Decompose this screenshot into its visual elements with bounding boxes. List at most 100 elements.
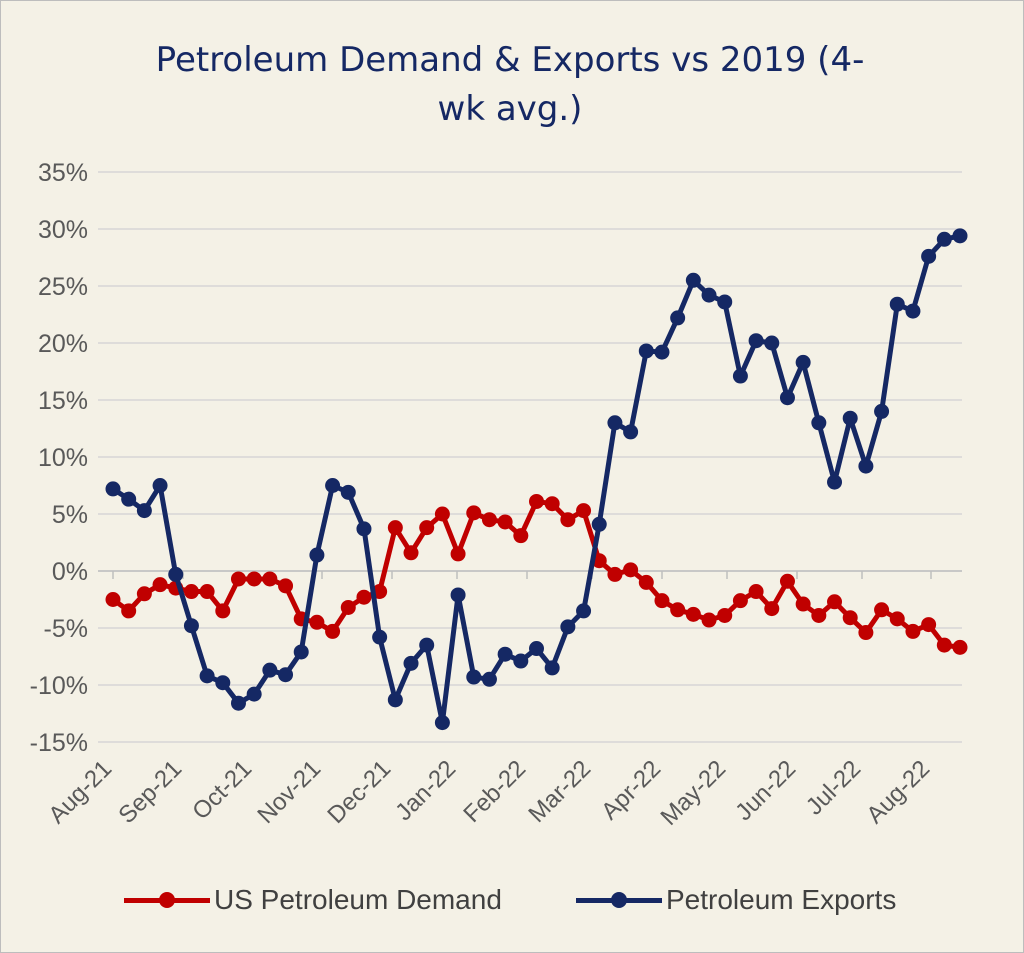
y-tick-label: 35% [38, 159, 88, 187]
legend-label-demand: US Petroleum Demand [214, 884, 502, 915]
data-point-demand [685, 606, 701, 622]
y-tick-label: -15% [30, 729, 88, 757]
data-point-demand [560, 512, 576, 528]
data-point-exports [450, 587, 466, 603]
data-point-demand [466, 505, 482, 521]
data-point-exports [230, 695, 246, 711]
data-point-exports [215, 675, 231, 691]
data-point-exports [293, 644, 309, 660]
data-point-demand [262, 571, 278, 587]
data-point-demand [481, 512, 497, 528]
data-point-exports [529, 641, 544, 657]
data-point-demand [905, 623, 921, 639]
data-point-exports [952, 228, 968, 244]
data-point-exports [921, 248, 937, 264]
legend-marker-exports [611, 892, 627, 908]
data-point-exports [936, 231, 952, 247]
data-point-demand [623, 562, 639, 578]
legend-swatch-demand [124, 880, 210, 920]
data-point-demand [607, 566, 623, 582]
data-point-exports [795, 354, 811, 370]
data-point-exports [560, 619, 576, 635]
data-point-exports [701, 287, 717, 303]
data-point-exports [685, 272, 701, 288]
data-point-exports [764, 335, 780, 351]
data-point-demand [764, 601, 780, 617]
data-point-exports [136, 503, 152, 519]
data-point-exports [889, 296, 905, 312]
data-point-exports [403, 655, 419, 671]
y-tick-label: -10% [30, 672, 88, 700]
data-point-demand [152, 577, 168, 593]
data-point-demand [544, 496, 560, 512]
data-point-exports [717, 294, 733, 310]
x-tick-label: Oct-21 [187, 755, 257, 825]
x-tick-label: Mar-22 [523, 755, 596, 828]
data-point-demand [434, 506, 450, 522]
data-point-exports [309, 547, 325, 563]
data-point-demand [748, 584, 764, 600]
data-point-exports [246, 686, 262, 702]
data-point-exports [827, 474, 843, 490]
legend-item-demand: US Petroleum Demand [124, 880, 502, 920]
data-point-demand [325, 623, 341, 639]
data-point-demand [513, 528, 529, 544]
data-point-exports [356, 521, 372, 537]
data-point-demand [356, 589, 372, 605]
data-point-exports [121, 491, 137, 507]
data-point-demand [246, 571, 262, 587]
x-tick-label: Jul-22 [801, 755, 866, 820]
chart-title-line-1: Petroleum Demand & Exports vs 2019 (4- [155, 40, 865, 80]
data-point-exports [874, 403, 890, 419]
data-point-demand [638, 574, 654, 590]
data-point-demand [654, 593, 670, 609]
data-point-demand [387, 520, 403, 536]
data-point-demand [309, 614, 325, 630]
x-tick-label: Feb-22 [458, 755, 531, 828]
x-tick-label: Jun-22 [730, 755, 801, 826]
data-point-demand [340, 599, 356, 615]
data-point-exports [607, 415, 623, 431]
data-point-exports [340, 484, 356, 500]
data-point-demand [419, 520, 435, 536]
y-tick-label: 5% [52, 501, 88, 529]
data-point-exports [372, 629, 388, 645]
data-point-exports [576, 603, 592, 619]
legend-item-exports: Petroleum Exports [576, 880, 896, 920]
data-point-demand [701, 612, 717, 628]
data-point-exports [748, 333, 764, 349]
y-tick-label: 20% [38, 330, 88, 358]
y-tick-label: 30% [38, 216, 88, 244]
y-tick-label: 15% [38, 387, 88, 415]
data-point-demand [450, 546, 466, 562]
x-tick-label: Apr-22 [596, 755, 666, 825]
data-point-exports [513, 653, 529, 669]
legend-marker-demand [159, 892, 175, 908]
data-point-demand [121, 603, 137, 619]
x-tick-label: Nov-21 [252, 755, 326, 829]
data-point-exports [419, 637, 435, 653]
x-tick-label: Jan-22 [390, 755, 461, 826]
y-tick-label: 10% [38, 444, 88, 472]
data-point-exports [779, 390, 795, 406]
data-point-demand [936, 637, 952, 653]
data-point-demand [811, 607, 827, 623]
data-point-exports [466, 669, 482, 685]
data-point-demand [795, 596, 811, 612]
data-point-demand [874, 602, 890, 618]
chart-legend: US Petroleum Demand Petroleum Exports [0, 880, 1024, 920]
data-point-demand [105, 592, 121, 607]
x-tick-label: Aug-21 [43, 755, 117, 829]
chart-title: Petroleum Demand & Exports vs 2019 (4- w… [100, 36, 920, 134]
data-point-exports [183, 618, 199, 634]
data-point-demand [952, 639, 968, 655]
data-point-demand [183, 584, 199, 600]
data-point-demand [858, 625, 874, 641]
data-point-exports [325, 478, 341, 493]
data-point-exports [638, 343, 654, 359]
data-point-demand [576, 503, 592, 519]
y-tick-label: 0% [52, 558, 88, 586]
line-chart: 35% 30% 25% 20% 15% 10% 5% 0% -5% -10% -15%Aug-21S… [30, 159, 968, 831]
data-point-exports [654, 344, 670, 360]
